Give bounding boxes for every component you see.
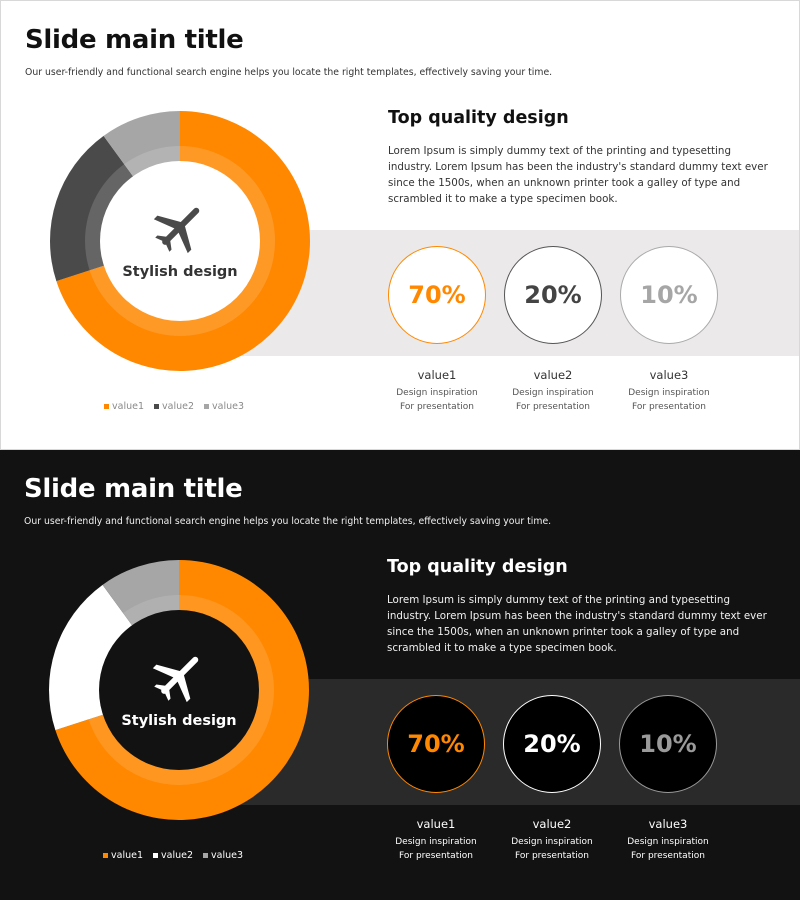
donut-center-label: Stylish design <box>122 264 237 280</box>
stat-desc-line1: Design inspiration <box>512 388 594 398</box>
donut-chart: Stylish design <box>49 111 310 371</box>
legend-swatch <box>103 853 108 858</box>
stat-circle-value2: 20% <box>503 695 601 793</box>
stat-name: value3 <box>648 817 688 831</box>
legend-label: value2 <box>161 850 193 861</box>
legend-item-value2: value2 <box>154 401 194 412</box>
legend-item-value3: value3 <box>204 401 244 412</box>
legend-swatch <box>153 853 158 858</box>
donut-hole <box>99 610 259 770</box>
legend-item-value1: value1 <box>104 401 144 412</box>
stat-name: value2 <box>532 817 572 831</box>
legend-label: value1 <box>112 401 144 412</box>
slide-subtitle: Our user-friendly and functional search … <box>25 67 553 78</box>
slide-title: Slide main title <box>25 25 244 55</box>
donut-chart: Stylish design <box>48 560 309 820</box>
slide-title: Slide main title <box>24 474 243 504</box>
stat-caption-value1: value1 Design inspiration For presentati… <box>382 368 492 414</box>
stat-caption-value3: value3 Design inspiration For presentati… <box>613 817 723 863</box>
legend-swatch <box>104 404 109 409</box>
chart-legend: value1 value2 value3 <box>104 401 244 412</box>
stat-circle-value1: 70% <box>387 695 485 793</box>
stat-desc-line2: For presentation <box>516 402 590 412</box>
section-body: Lorem Ipsum is simply dummy text of the … <box>388 145 768 205</box>
legend-item-value3: value3 <box>203 850 243 861</box>
slide-subtitle: Our user-friendly and functional search … <box>24 516 552 527</box>
stat-caption-value3: value3 Design inspiration For presentati… <box>614 368 724 414</box>
stat-name: value1 <box>417 368 457 382</box>
section-heading: Top quality design <box>388 108 569 128</box>
legend-item-value1: value1 <box>103 850 143 861</box>
stat-caption-value2: value2 Design inspiration For presentati… <box>498 368 608 414</box>
stat-desc-line1: Design inspiration <box>395 837 477 847</box>
donut-hole <box>100 161 260 321</box>
stat-circle-value1: 70% <box>388 246 486 344</box>
stat-desc-line1: Design inspiration <box>627 837 709 847</box>
stat-desc-line2: For presentation <box>632 402 706 412</box>
stat-desc-line2: For presentation <box>399 851 473 861</box>
stat-circle-value2: 20% <box>504 246 602 344</box>
legend-swatch <box>204 404 209 409</box>
chart-legend: value1 value2 value3 <box>103 850 243 861</box>
stat-caption-value2: value2 Design inspiration For presentati… <box>497 817 607 863</box>
stat-desc-line2: For presentation <box>515 851 589 861</box>
stat-name: value2 <box>533 368 573 382</box>
airplane-icon <box>153 207 200 254</box>
stat-caption-value1: value1 Design inspiration For presentati… <box>381 817 491 863</box>
stat-name: value3 <box>649 368 689 382</box>
airplane-icon <box>152 656 199 703</box>
stat-desc-line2: For presentation <box>631 851 705 861</box>
legend-label: value3 <box>212 401 244 412</box>
slide-dark: Slide main title Our user-friendly and f… <box>0 450 800 900</box>
stat-name: value1 <box>416 817 456 831</box>
stat-desc-line1: Design inspiration <box>396 388 478 398</box>
section-heading: Top quality design <box>387 557 568 577</box>
stat-desc-line1: Design inspiration <box>511 837 593 847</box>
stat-desc-line2: For presentation <box>400 402 474 412</box>
legend-swatch <box>203 853 208 858</box>
stat-circle-value3: 10% <box>620 246 718 344</box>
legend-swatch <box>154 404 159 409</box>
donut-center-label: Stylish design <box>121 713 236 729</box>
section-body: Lorem Ipsum is simply dummy text of the … <box>387 594 767 654</box>
legend-label: value2 <box>162 401 194 412</box>
legend-item-value2: value2 <box>153 850 193 861</box>
slide-light: Slide main title Our user-friendly and f… <box>0 0 800 450</box>
stat-desc-line1: Design inspiration <box>628 388 710 398</box>
legend-label: value3 <box>211 850 243 861</box>
legend-label: value1 <box>111 850 143 861</box>
stat-circle-value3: 10% <box>619 695 717 793</box>
